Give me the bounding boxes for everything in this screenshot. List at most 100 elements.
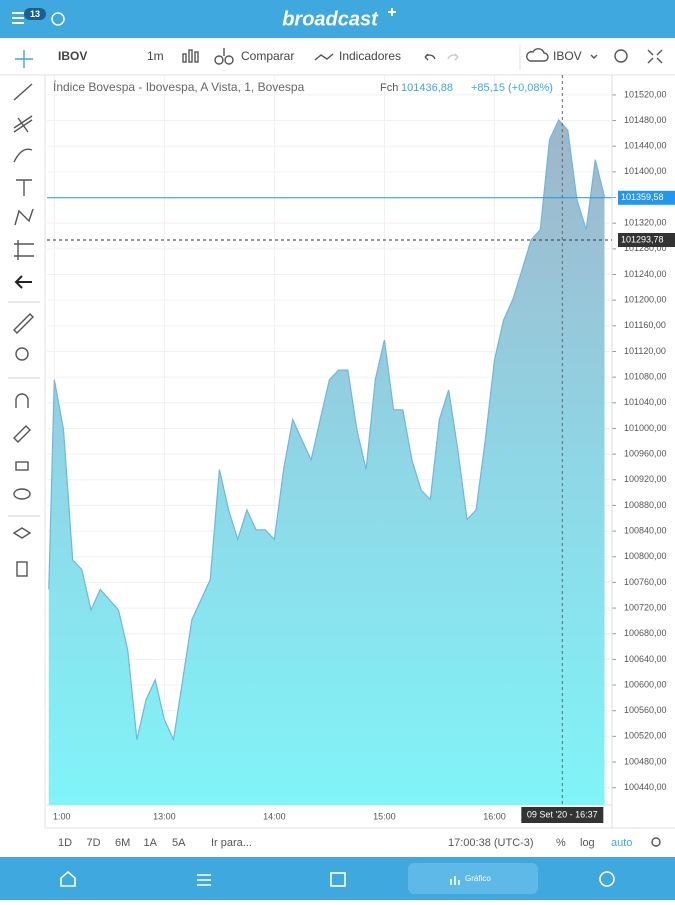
indicators[interactable]: Indicadores <box>339 49 401 63</box>
plot: 100440,00 100480,00 100520,00 100560,00 1006… <box>47 75 675 828</box>
layers-tool[interactable] <box>12 527 32 539</box>
goto[interactable]: Ir para... <box>211 837 252 849</box>
range-button[interactable]: 7D <box>87 837 101 849</box>
fullscreen-icon[interactable] <box>647 49 663 64</box>
magnet-tool[interactable] <box>15 393 29 408</box>
symbol[interactable]: IBOV <box>58 49 87 63</box>
y-tick-label: 101320,00 <box>624 218 667 228</box>
chart-style-icon[interactable] <box>182 49 199 63</box>
nav-home[interactable] <box>60 870 76 887</box>
x-tick-label: 13:00 <box>153 811 176 821</box>
crosshair-tool[interactable] <box>15 50 33 68</box>
x-tick-label: 16:00 <box>483 811 506 821</box>
y-tick-label: 101200,00 <box>624 295 667 305</box>
y-tick-label: 101440,00 <box>624 141 667 151</box>
menu-icon[interactable] <box>12 12 24 24</box>
brush-tool[interactable] <box>13 148 33 163</box>
eye-tool[interactable] <box>13 488 31 500</box>
ruler-tool[interactable] <box>13 313 34 334</box>
redo-icon[interactable] <box>447 53 459 61</box>
y-tick-label: 100720,00 <box>624 602 667 612</box>
x-tick-label: 14:00 <box>263 811 286 821</box>
cloud-icon[interactable] <box>526 48 549 62</box>
y-tick-label: 100480,00 <box>624 756 667 766</box>
y-tick-label: 100800,00 <box>624 551 667 561</box>
range-button[interactable]: 5A <box>172 837 186 849</box>
fib-tool[interactable] <box>13 115 33 133</box>
compare-icon[interactable] <box>214 48 234 65</box>
zoom-tool[interactable] <box>15 347 29 361</box>
y-tick-label: 100440,00 <box>624 782 667 792</box>
y-tick-label: 100840,00 <box>624 525 667 535</box>
nav-tab-active[interactable] <box>408 863 538 894</box>
y-tick-label: 100560,00 <box>624 705 667 715</box>
trash-tool[interactable] <box>16 561 28 577</box>
chart-title: Índice Bovespa - Ibovespa, A Vista, 1, B… <box>53 79 305 94</box>
back-tool[interactable] <box>14 275 32 289</box>
y-tick-label: 100760,00 <box>624 577 667 587</box>
y-tick-label: 101240,00 <box>624 269 667 279</box>
y-tick-label: 100880,00 <box>624 500 667 510</box>
y-tick-label: 100640,00 <box>624 654 667 664</box>
badge <box>24 8 46 20</box>
percent-toggle[interactable]: % <box>556 837 566 849</box>
change: +85,15 (+0,08%) <box>471 82 553 94</box>
brand-plus <box>388 8 396 16</box>
y-tick-label: 101520,00 <box>624 89 667 99</box>
crosshair-label: 09 Set '20 - 16:37 <box>527 809 598 819</box>
axis-settings-icon[interactable] <box>651 837 661 847</box>
crosshair-label-bg <box>521 807 604 823</box>
lock-tool[interactable] <box>15 461 29 471</box>
range-button[interactable]: 6M <box>115 837 130 849</box>
y-tick-label: 101120,00 <box>624 346 666 356</box>
y-tick-label: 101000,00 <box>624 423 667 433</box>
nav-grid[interactable] <box>330 872 346 887</box>
compare[interactable]: Comparar <box>241 49 294 63</box>
nav-active-label[interactable]: Gráfico <box>465 874 491 883</box>
dropdown-icon[interactable] <box>590 54 598 59</box>
x-tick-label: 15:00 <box>373 811 396 821</box>
bottom-nav <box>0 857 675 900</box>
nav-list[interactable] <box>197 874 211 886</box>
cloud-symbol[interactable]: IBOV <box>553 49 582 63</box>
globe-icon[interactable] <box>51 12 65 26</box>
nav-chart <box>450 876 460 885</box>
settings-icon[interactable] <box>614 49 628 63</box>
lock-draw-tool[interactable] <box>13 425 31 443</box>
indicators-icon[interactable] <box>314 53 334 61</box>
text-tool[interactable] <box>16 179 32 196</box>
range-button[interactable]: 1A <box>144 837 158 849</box>
prediction-tool[interactable] <box>14 240 34 260</box>
pattern-tool[interactable] <box>14 208 34 226</box>
x-tick-label: 1:00 <box>53 811 71 821</box>
price-label: 101293,78 <box>621 234 664 244</box>
log-toggle[interactable]: log <box>580 837 595 849</box>
y-tick-label: 100520,00 <box>624 731 667 741</box>
close-label: Fch <box>380 82 398 94</box>
price-label-bg <box>618 233 675 248</box>
y-tick-label: 100960,00 <box>624 448 667 458</box>
interval[interactable]: 1m <box>147 49 164 63</box>
brand: broadcast <box>282 8 379 30</box>
close-value: 101436,88 <box>401 82 453 94</box>
y-tick-label: 101040,00 <box>624 397 667 407</box>
top-bar <box>0 0 675 38</box>
y-tick-label: 101280,00 <box>624 243 667 253</box>
range-button[interactable]: 1D <box>58 837 72 849</box>
y-tick-label: 100680,00 <box>624 628 667 638</box>
y-tick-label: 101160,00 <box>624 320 666 330</box>
y-tick-label: 101400,00 <box>624 166 667 176</box>
area <box>48 119 605 805</box>
auto-toggle[interactable]: auto <box>611 837 632 849</box>
trend-tool[interactable] <box>13 83 33 101</box>
nav-play[interactable] <box>599 871 615 887</box>
undo-icon[interactable] <box>424 53 436 61</box>
line <box>48 118 606 742</box>
clock: 17:00:38 (UTC-3) <box>448 837 534 849</box>
left-toolbar <box>8 50 40 577</box>
y-tick-label: 101080,00 <box>624 372 667 382</box>
y-tick-label: 101480,00 <box>624 115 667 125</box>
ranges: 1D 7D 6M 1A 5A <box>58 837 186 849</box>
